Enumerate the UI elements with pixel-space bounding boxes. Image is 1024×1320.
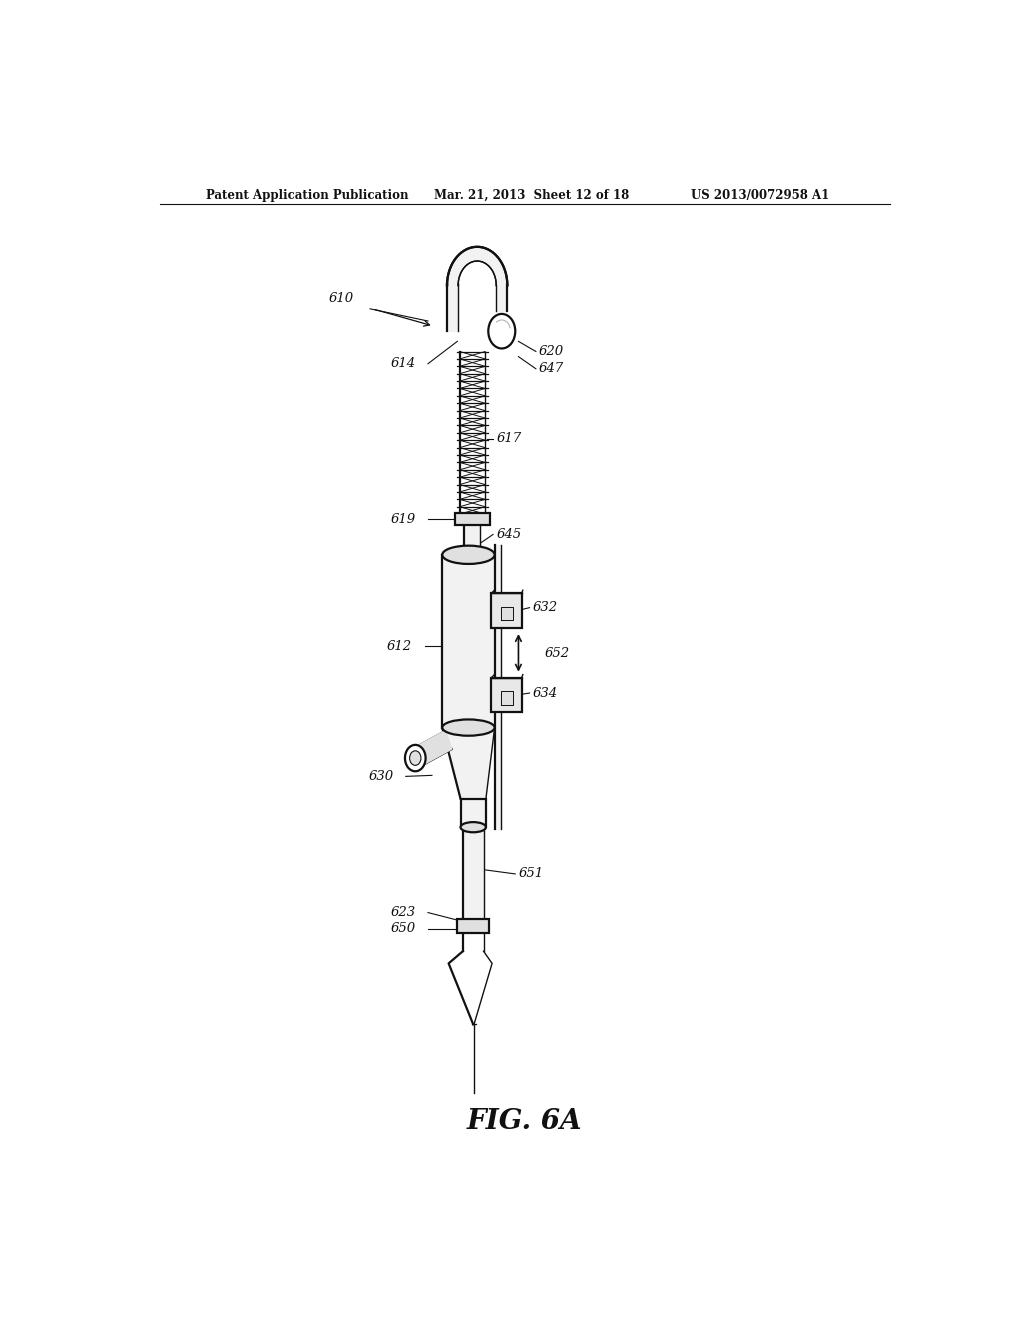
- Text: Patent Application Publication: Patent Application Publication: [206, 189, 409, 202]
- Polygon shape: [501, 607, 513, 620]
- Text: 647: 647: [539, 362, 564, 375]
- Circle shape: [410, 751, 421, 766]
- FancyBboxPatch shape: [455, 513, 489, 525]
- Polygon shape: [447, 247, 507, 285]
- Circle shape: [404, 744, 426, 771]
- Text: 630: 630: [369, 770, 394, 783]
- Text: 634: 634: [532, 686, 558, 700]
- FancyBboxPatch shape: [461, 799, 486, 828]
- FancyBboxPatch shape: [458, 919, 489, 933]
- Ellipse shape: [461, 822, 486, 833]
- Text: 645: 645: [497, 528, 521, 541]
- Ellipse shape: [442, 719, 495, 735]
- Polygon shape: [501, 692, 513, 705]
- Text: Mar. 21, 2013  Sheet 12 of 18: Mar. 21, 2013 Sheet 12 of 18: [433, 189, 629, 202]
- Text: 650: 650: [390, 923, 416, 936]
- Text: 610: 610: [329, 292, 354, 305]
- Polygon shape: [442, 727, 495, 799]
- Text: 620: 620: [539, 345, 564, 358]
- Text: 612: 612: [387, 640, 412, 653]
- Polygon shape: [412, 730, 452, 767]
- Text: US 2013/0072958 A1: US 2013/0072958 A1: [691, 189, 829, 202]
- Text: 614: 614: [391, 358, 416, 370]
- Text: 623: 623: [390, 906, 416, 919]
- FancyBboxPatch shape: [492, 593, 521, 628]
- Ellipse shape: [442, 545, 495, 564]
- Text: 632: 632: [532, 601, 558, 614]
- Text: 652: 652: [545, 647, 569, 660]
- FancyBboxPatch shape: [492, 677, 521, 713]
- Text: 617: 617: [497, 433, 521, 445]
- Circle shape: [488, 314, 515, 348]
- Text: 619: 619: [390, 512, 416, 525]
- Text: 651: 651: [518, 867, 544, 880]
- Text: FIG. 6A: FIG. 6A: [467, 1109, 583, 1135]
